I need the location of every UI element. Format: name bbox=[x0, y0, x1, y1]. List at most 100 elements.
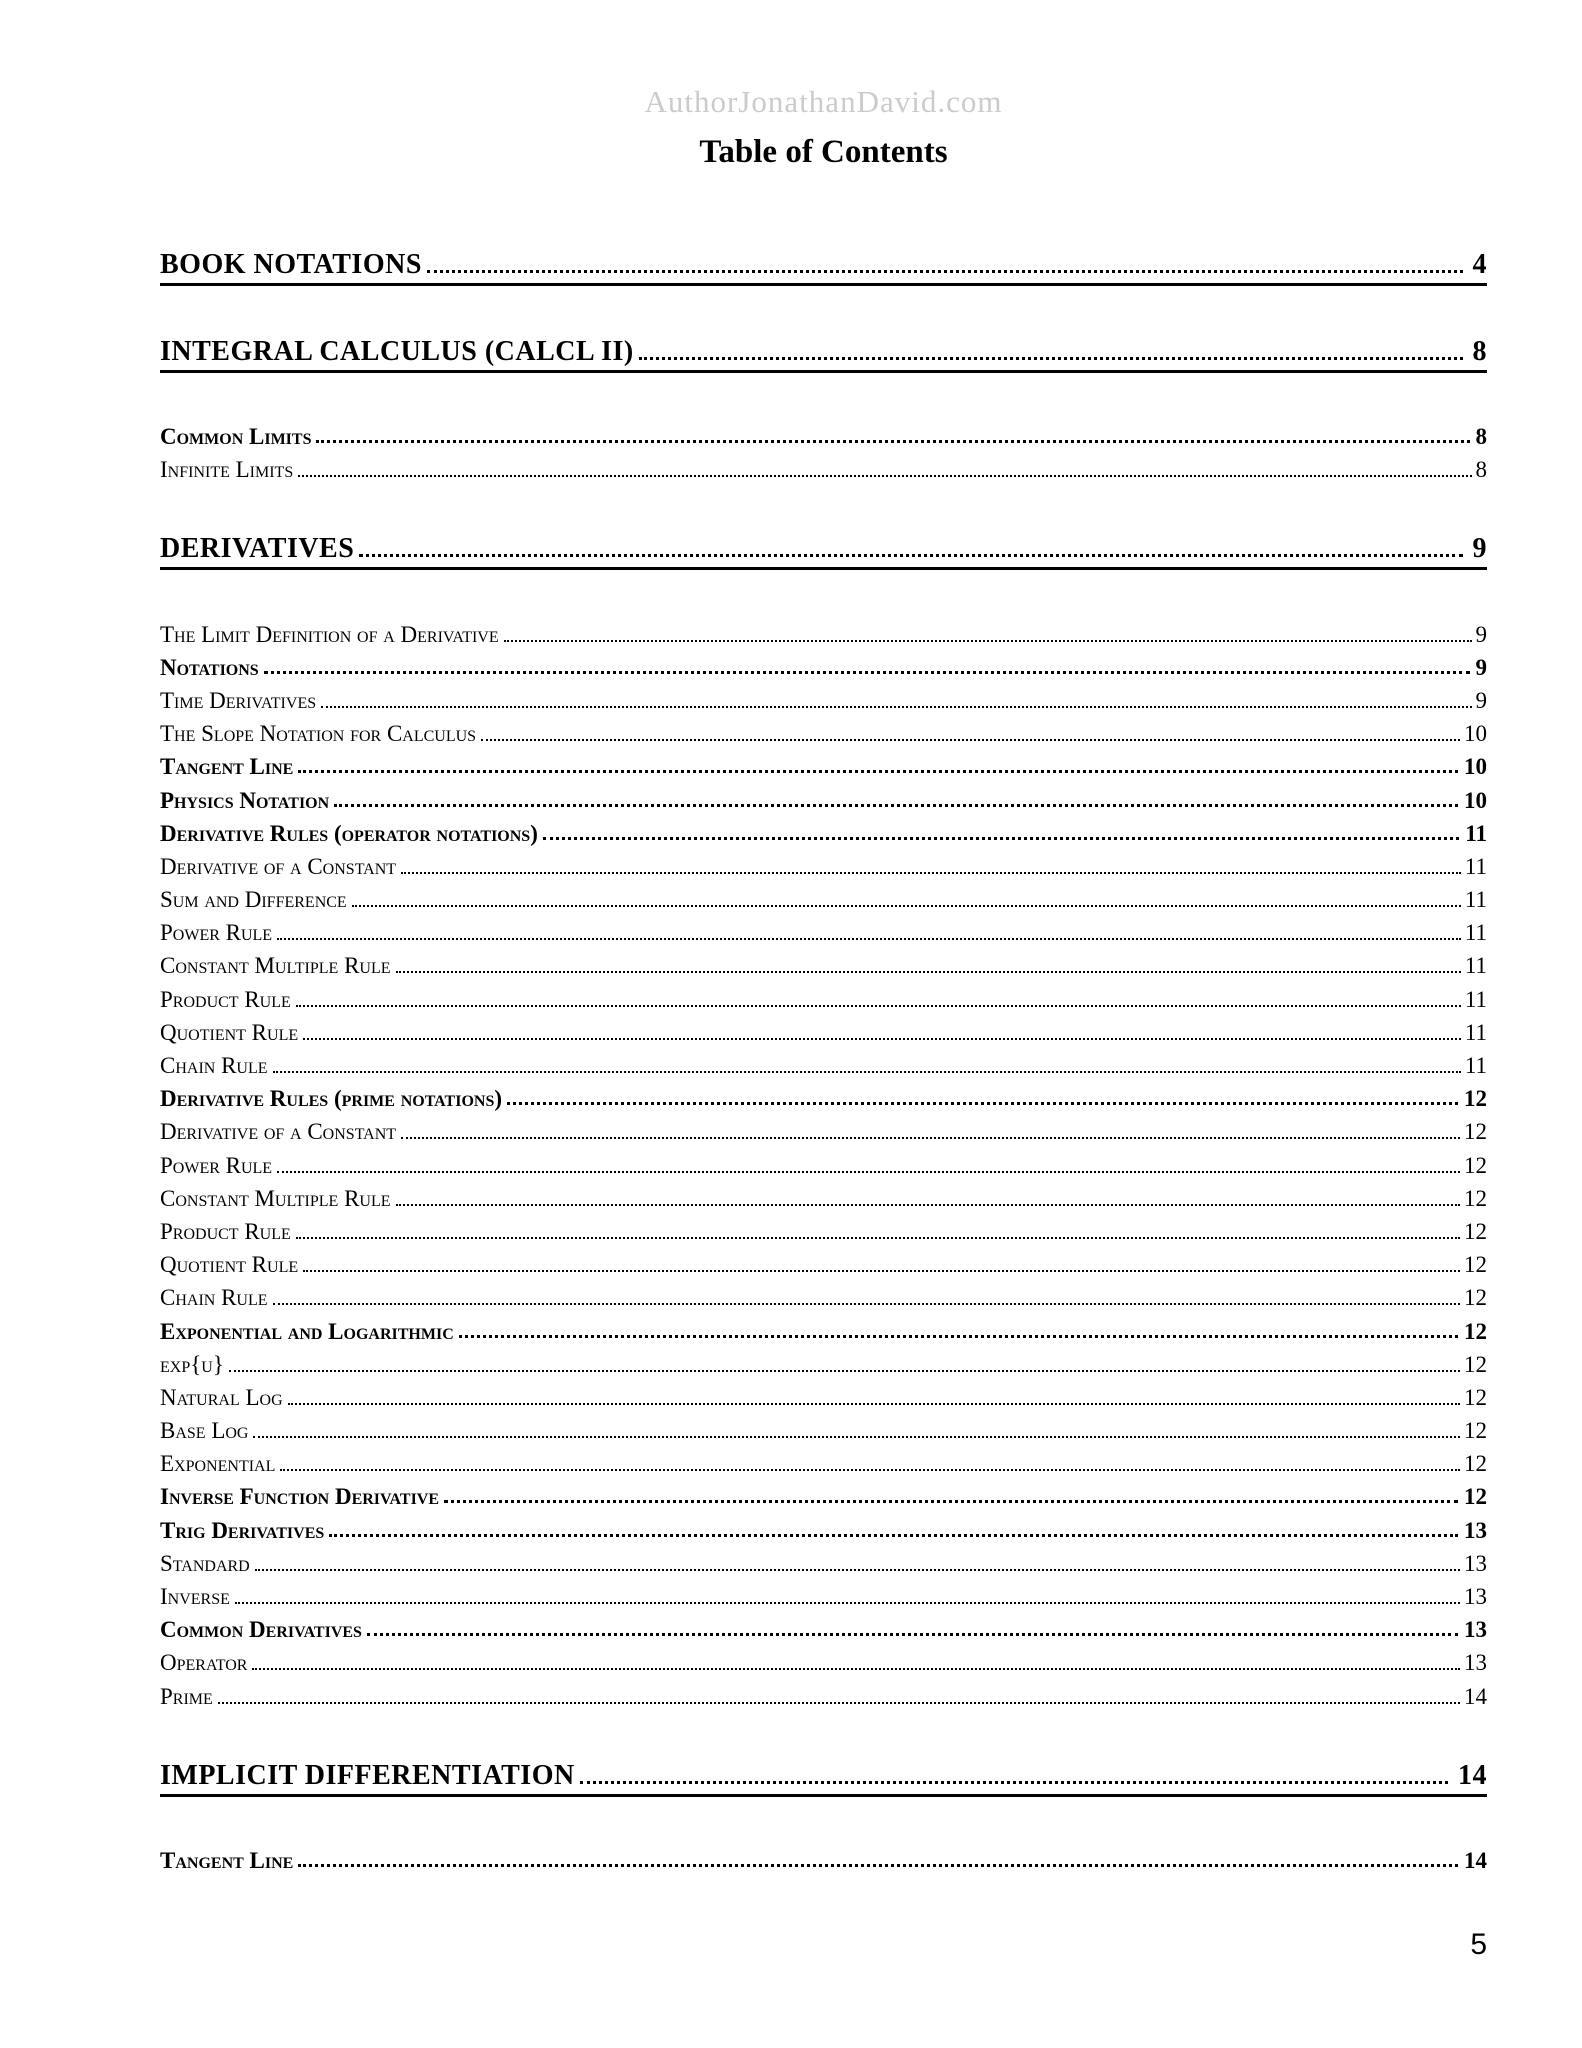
toc-entry[interactable]: Derivative of a Constant 12 bbox=[160, 1112, 1487, 1145]
toc-page-number: 12 bbox=[1464, 1451, 1487, 1477]
toc-entry[interactable]: Derivative Rules (prime notations) 12 bbox=[160, 1079, 1487, 1112]
toc-entry[interactable]: Inverse Function Derivative 12 bbox=[160, 1477, 1487, 1510]
dot-leader bbox=[254, 1568, 1460, 1571]
toc-entry[interactable]: Infinite Limits 8 bbox=[160, 450, 1487, 483]
dot-leader bbox=[481, 739, 1460, 742]
toc-entry-label: Exponential and Logarithmic bbox=[160, 1318, 454, 1344]
dot-leader bbox=[252, 1668, 1460, 1671]
toc-page-number: 12 bbox=[1464, 1086, 1487, 1112]
toc-entry[interactable]: DERIVATIVES 9 bbox=[160, 527, 1487, 571]
toc-entry-label: Quotient Rule bbox=[160, 1252, 299, 1278]
toc-entry[interactable]: Natural Log 12 bbox=[160, 1378, 1487, 1411]
toc-entry[interactable]: Trig Derivatives 13 bbox=[160, 1510, 1487, 1543]
toc-entry-label: Derivative Rules (operator notations) bbox=[160, 820, 538, 846]
toc-entry[interactable]: Common Limits 8 bbox=[160, 417, 1487, 450]
toc-page-number: 10 bbox=[1464, 787, 1487, 813]
toc-page-number: 14 bbox=[1458, 1759, 1487, 1791]
toc-entry-label: Product Rule bbox=[160, 986, 291, 1012]
toc-entry-label: Quotient Rule bbox=[160, 1019, 299, 1045]
toc-entry-label: Inverse Function Derivative bbox=[160, 1484, 440, 1510]
toc-entry[interactable]: Derivative Rules (operator notations) 11 bbox=[160, 814, 1487, 847]
dot-leader bbox=[272, 1071, 1461, 1073]
toc-entry[interactable]: The Limit Definition of a Derivative 9 bbox=[160, 614, 1487, 647]
toc-entry[interactable]: Standard 13 bbox=[160, 1544, 1487, 1577]
toc-entry[interactable]: IMPLICIT DIFFERENTIATION 14 bbox=[160, 1754, 1487, 1797]
toc-page-number: 10 bbox=[1464, 754, 1487, 780]
toc-entry[interactable]: Sum and Difference 11 bbox=[160, 880, 1487, 913]
toc-page-number: 14 bbox=[1464, 1847, 1487, 1873]
toc-entry[interactable]: Time Derivatives 9 bbox=[160, 681, 1487, 714]
toc-entry[interactable]: Chain Rule 11 bbox=[160, 1046, 1487, 1079]
toc-entry[interactable]: Exponential 12 bbox=[160, 1444, 1487, 1477]
toc-page-number: 12 bbox=[1464, 1418, 1487, 1444]
dot-leader bbox=[395, 971, 1461, 974]
toc-entry[interactable]: Tangent Line 10 bbox=[160, 747, 1487, 780]
toc-entry[interactable]: Quotient Rule 12 bbox=[160, 1245, 1487, 1278]
toc-entry-label: The Limit Definition of a Derivative bbox=[160, 621, 499, 647]
toc-entry-label: Derivative of a Constant bbox=[160, 1119, 397, 1145]
toc-entry[interactable]: Exponential and Logarithmic 12 bbox=[160, 1311, 1487, 1344]
toc-page-number: 8 bbox=[1475, 457, 1488, 483]
toc-entry[interactable]: Product Rule 12 bbox=[160, 1212, 1487, 1245]
table-of-contents: BOOK NOTATIONS 4 INTEGRAL CALCULUS (CALCL … bbox=[160, 199, 1487, 1874]
toc-entry-label: The Slope Notation for Calculus bbox=[160, 721, 477, 747]
toc-entry-label: Inverse bbox=[160, 1584, 230, 1609]
toc-entry-label: INTEGRAL CALCULUS (CALCL II) bbox=[160, 336, 634, 367]
toc-page-number: 12 bbox=[1464, 1285, 1487, 1311]
toc-page-number: 12 bbox=[1464, 1484, 1487, 1510]
toc-page-number: 13 bbox=[1464, 1650, 1487, 1676]
toc-entry[interactable]: Operator 13 bbox=[160, 1643, 1487, 1676]
dot-leader bbox=[298, 770, 1458, 774]
toc-page-number: 12 bbox=[1464, 1351, 1487, 1377]
toc-entry[interactable]: Common Derivatives 13 bbox=[160, 1610, 1487, 1643]
toc-entry-label: Base Log bbox=[160, 1418, 249, 1444]
toc-entry-label: Constant Multiple Rule bbox=[160, 953, 391, 979]
dot-leader bbox=[253, 1436, 1460, 1439]
toc-entry[interactable]: BOOK NOTATIONS 4 bbox=[160, 243, 1487, 286]
toc-entry[interactable]: Notations 9 bbox=[160, 648, 1487, 681]
toc-entry[interactable]: Derivative of a Constant 11 bbox=[160, 847, 1487, 880]
toc-entry[interactable]: The Slope Notation for Calculus 10 bbox=[160, 714, 1487, 747]
dot-leader bbox=[298, 475, 1472, 478]
toc-entry-label: Chain Rule bbox=[160, 1053, 268, 1078]
dot-leader bbox=[303, 1037, 1461, 1040]
toc-entry[interactable]: INTEGRAL CALCULUS (CALCL II) 8 bbox=[160, 330, 1487, 373]
toc-entry[interactable]: Constant Multiple Rule 12 bbox=[160, 1179, 1487, 1212]
dot-leader bbox=[351, 905, 1461, 908]
toc-page-number: 11 bbox=[1464, 853, 1487, 879]
toc-entry[interactable]: Tangent Line 14 bbox=[160, 1841, 1487, 1874]
toc-page-number: 12 bbox=[1464, 1318, 1487, 1344]
toc-entry[interactable]: Base Log 12 bbox=[160, 1411, 1487, 1444]
toc-entry[interactable]: Chain Rule 12 bbox=[160, 1278, 1487, 1311]
toc-entry-label: Common Derivatives bbox=[160, 1617, 362, 1643]
toc-entry-label: Natural Log bbox=[160, 1384, 283, 1410]
dot-leader bbox=[395, 1203, 1460, 1206]
toc-page-number: 8 bbox=[1472, 336, 1487, 367]
toc-entry-label: Physics Notation bbox=[160, 787, 330, 813]
dot-leader bbox=[287, 1402, 1460, 1405]
dot-leader bbox=[401, 1137, 1460, 1140]
toc-page-number: 13 bbox=[1464, 1517, 1487, 1543]
dot-leader bbox=[298, 1863, 1458, 1867]
toc-entry[interactable]: Physics Notation 10 bbox=[160, 780, 1487, 813]
toc-entry-label: Infinite Limits bbox=[160, 457, 294, 483]
toc-entry[interactable]: Inverse 13 bbox=[160, 1577, 1487, 1610]
dot-leader bbox=[217, 1701, 1460, 1704]
dot-leader bbox=[277, 1170, 1460, 1173]
toc-page-number: 11 bbox=[1464, 986, 1487, 1012]
toc-entry-label: Time Derivatives bbox=[160, 687, 317, 713]
dot-leader bbox=[272, 1303, 1460, 1306]
toc-page-number: 11 bbox=[1465, 820, 1487, 846]
toc-entry-label: Notations bbox=[160, 654, 259, 680]
dot-leader bbox=[458, 1334, 1458, 1338]
toc-entry[interactable]: exp{u} 12 bbox=[160, 1345, 1487, 1378]
toc-page-number: 9 bbox=[1475, 621, 1488, 647]
toc-entry[interactable]: Power Rule 12 bbox=[160, 1145, 1487, 1178]
toc-page-number: 11 bbox=[1464, 1053, 1487, 1078]
toc-entry[interactable]: Prime 14 bbox=[160, 1676, 1487, 1709]
toc-page-number: 11 bbox=[1464, 1019, 1487, 1045]
toc-entry[interactable]: Constant Multiple Rule 11 bbox=[160, 946, 1487, 979]
toc-entry[interactable]: Quotient Rule 11 bbox=[160, 1013, 1487, 1046]
toc-entry[interactable]: Product Rule 11 bbox=[160, 979, 1487, 1012]
toc-entry[interactable]: Power Rule 11 bbox=[160, 913, 1487, 946]
